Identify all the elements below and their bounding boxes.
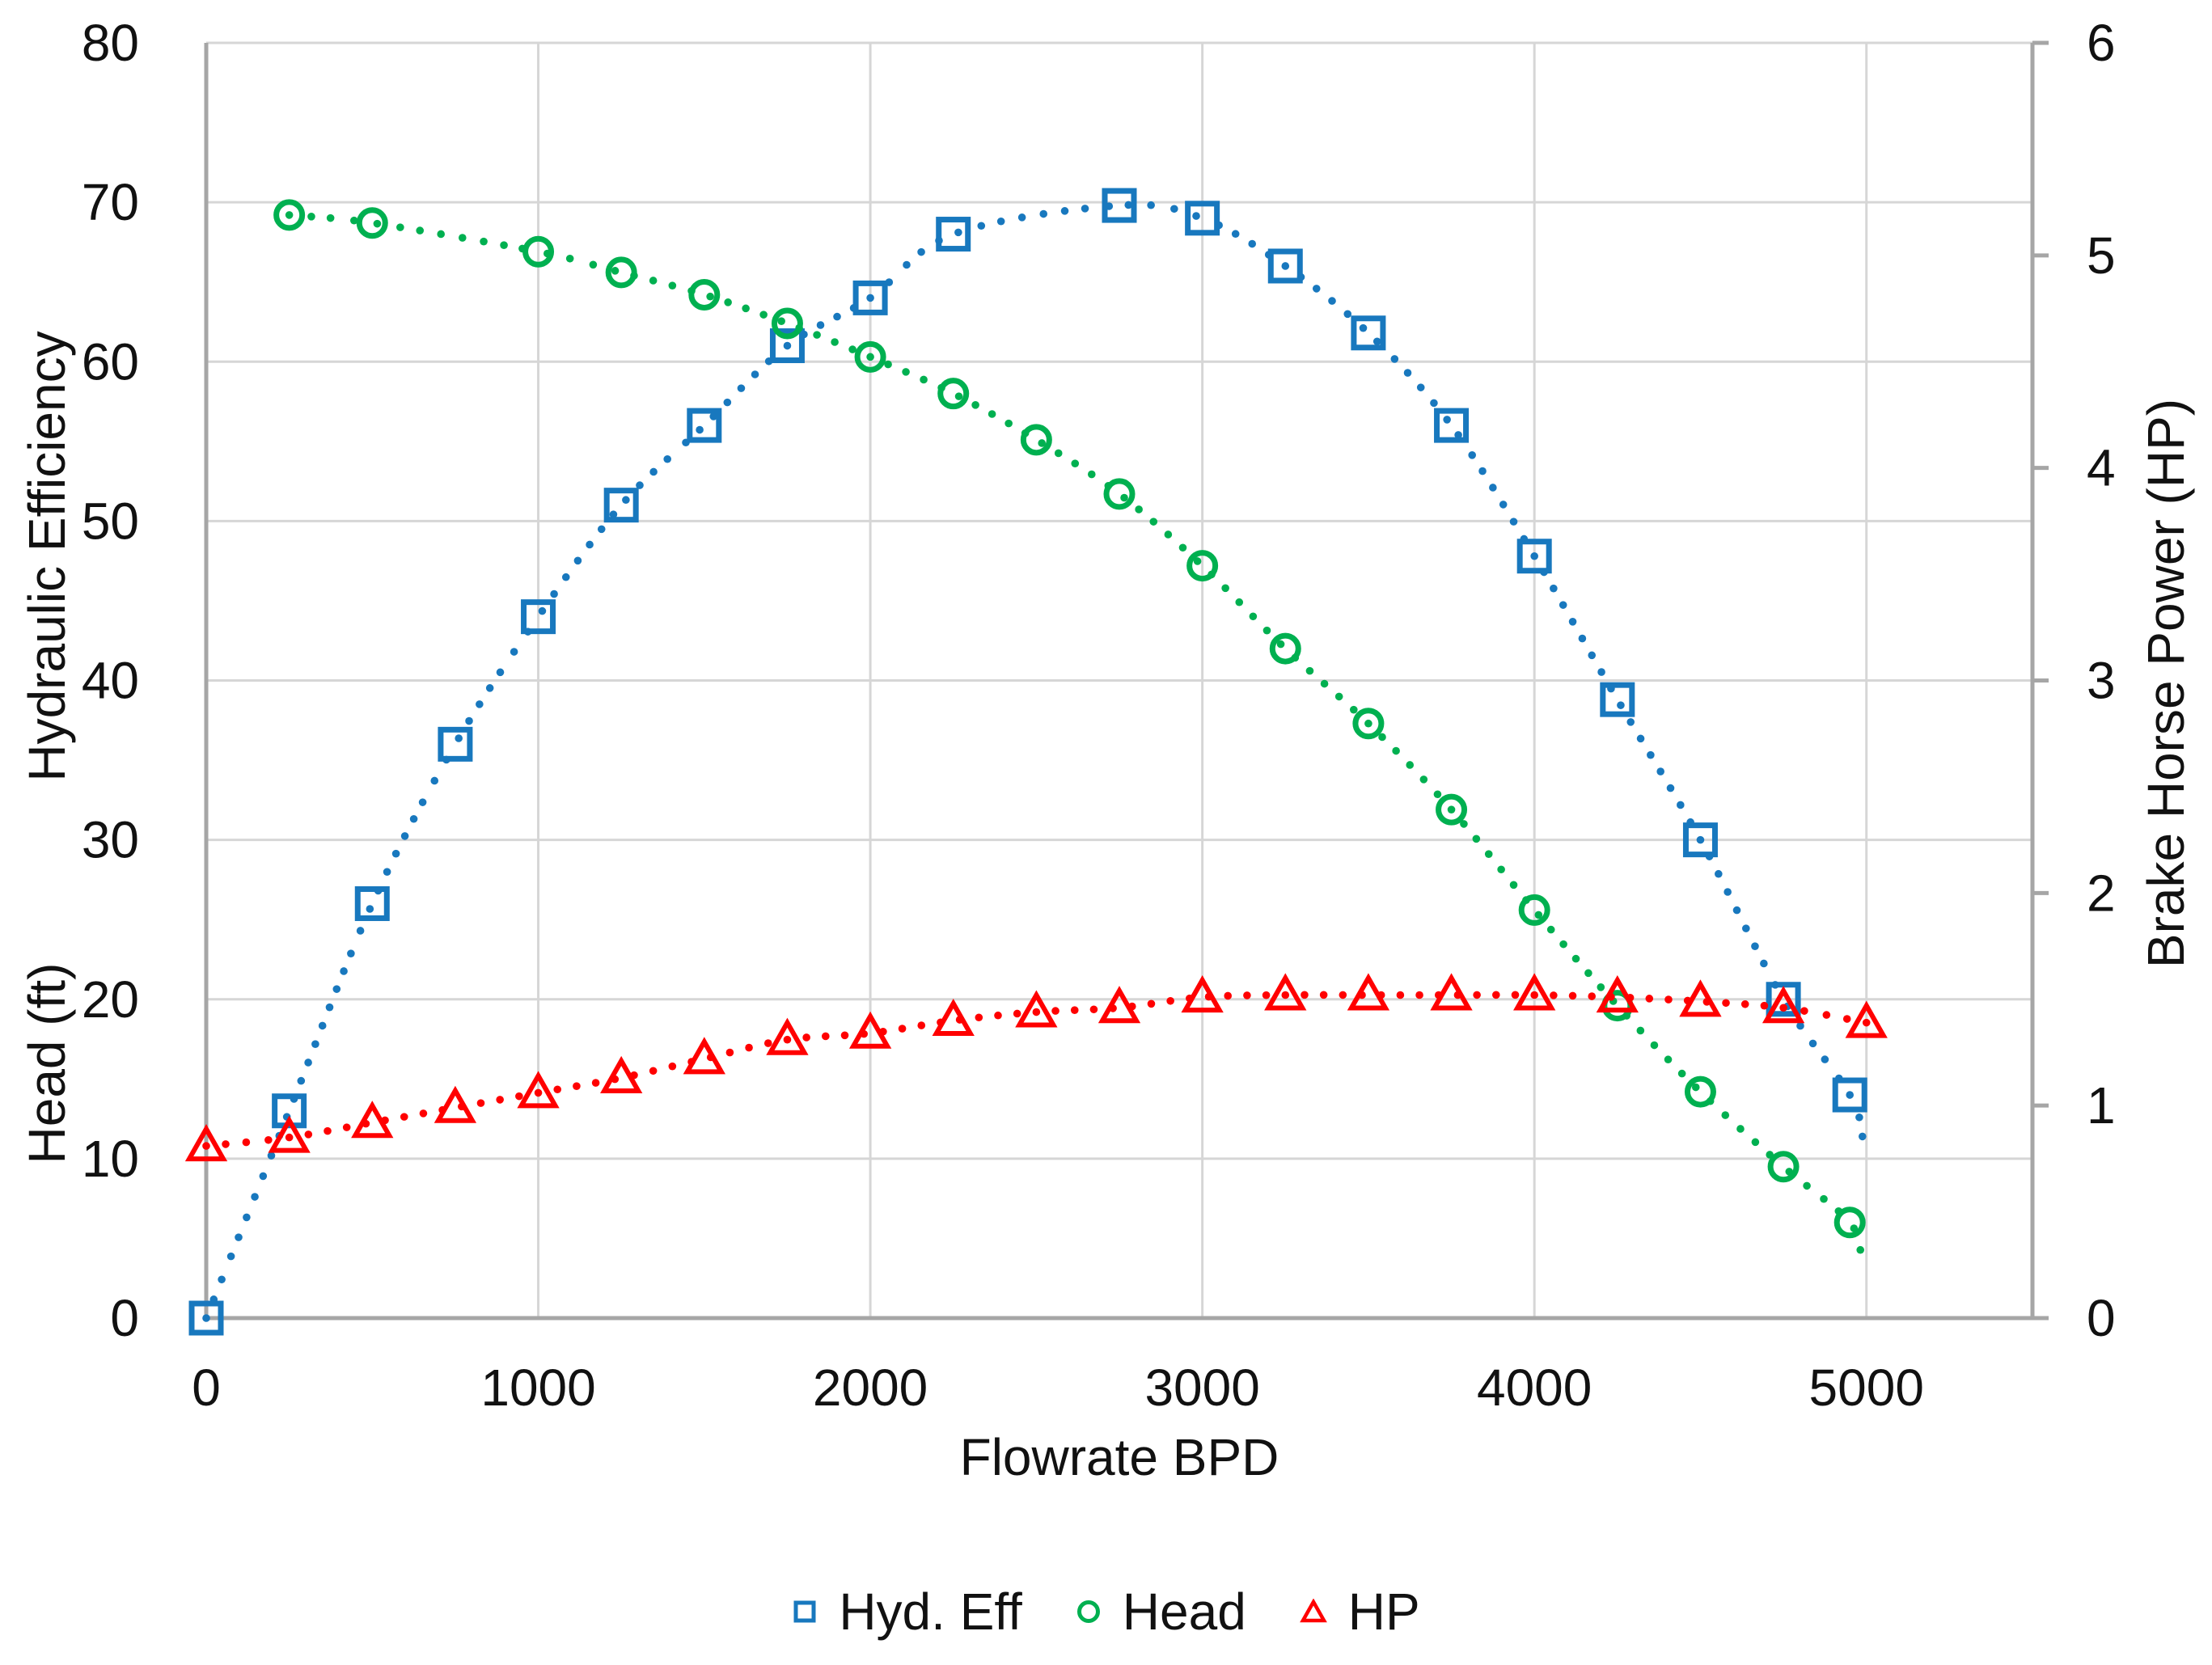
trendline-hp: [202, 991, 1871, 1150]
y-right-tick-label: 6: [2087, 14, 2116, 72]
circle-marker-icon: [1076, 1600, 1100, 1623]
legend: Hyd. Eff Head HP: [0, 1575, 2212, 1648]
x-axis-title-flowrate: Flowrate BPD: [959, 1428, 1279, 1486]
y-left-tick-label: 70: [82, 173, 139, 231]
gridlines: [206, 41, 2032, 1318]
x-tick-label: 2000: [813, 1359, 928, 1417]
left-axis-title-head-ft: Head (ft): [18, 962, 76, 1164]
y-left-tick-label: 60: [82, 332, 139, 391]
markers-hyd-eff: [188, 188, 1867, 1336]
y-left-tick-label: 10: [82, 1130, 139, 1188]
y-right-tick-label: 2: [2087, 864, 2116, 922]
legend-item-head: Head: [1076, 1582, 1246, 1642]
y-left-tick-label: 0: [110, 1289, 139, 1347]
right-axis-title-brake-horse-power: Brake Horse Power (HP): [2137, 398, 2195, 969]
y-right-tick-label: 0: [2087, 1289, 2116, 1347]
y-left-tick-label: 80: [82, 14, 139, 72]
axis-lines: [204, 40, 2049, 1321]
y-right-tick-label: 1: [2087, 1076, 2116, 1135]
markers-head: [273, 199, 1866, 1239]
square-marker-icon: [793, 1600, 816, 1623]
left-axis-title-hydraulic-efficiency: Hydraulic Efficiency: [18, 331, 76, 782]
y-right-tick-label: 3: [2087, 652, 2116, 710]
markers-hp: [184, 973, 1888, 1162]
y-right-tick-label: 5: [2087, 226, 2116, 285]
legend-item-hyd-eff: Hyd. Eff: [792, 1582, 1022, 1642]
x-tick-label: 5000: [1809, 1359, 1924, 1417]
y-right-tick-label: 4: [2087, 439, 2116, 497]
triangle-marker-icon: [1299, 1599, 1327, 1623]
x-tick-label: 0: [192, 1359, 221, 1417]
legend-label-hp: HP: [1347, 1583, 1420, 1641]
x-tick-label: 1000: [480, 1359, 595, 1417]
legend-label-hyd-eff: Hyd. Eff: [839, 1583, 1022, 1641]
y-left-tick-label: 20: [82, 970, 139, 1029]
legend-label-head: Head: [1122, 1583, 1246, 1641]
x-tick-label: 3000: [1144, 1359, 1259, 1417]
y-left-tick-label: 40: [82, 652, 139, 710]
y-left-tick-label: 50: [82, 492, 139, 550]
y-left-tick-label: 30: [82, 811, 139, 869]
x-tick-label: 4000: [1477, 1359, 1592, 1417]
legend-item-hp: HP: [1299, 1582, 1420, 1642]
